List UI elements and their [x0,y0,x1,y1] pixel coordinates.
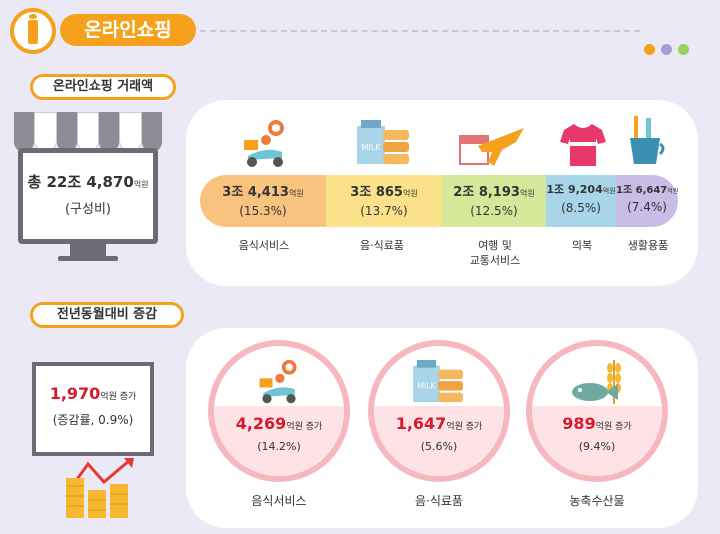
section1-title: 온라인쇼핑 거래액 [30,74,176,100]
circle-food-service: 4,269억원 증가 (14.2%) [208,340,350,482]
monitor-stand [70,244,106,258]
label2-food-service: 음식서비스 [251,494,307,508]
shop-monitor: 총 22조 4,870억원 (구성비) [18,148,158,244]
header-divider [200,30,640,32]
dot-green [678,44,689,55]
circle-agri-fishery: 989억원 증가 (9.4%) [526,340,668,482]
section2-title: 전년동월대비 증감 [30,302,184,328]
segment-travel: 2조 8,193억원 (12.5%) [442,175,546,227]
airplane-calendar-icon [459,128,524,166]
milk-carton-icon: MILK [357,120,409,164]
svg-text:MILK: MILK [362,143,382,152]
label-food-service: 음식서비스 [238,239,290,252]
segment-food-service: 3조 4,413억원 (15.3%) [200,175,326,227]
monitor-stand-base [58,256,118,261]
coins-growth-icon [66,458,134,518]
toothbrush-cup-icon [630,116,665,164]
dot-orange [644,44,655,55]
circle-food-beverage: MILK 1,647억원 증가 (5.6%) [368,340,510,482]
label-travel: 여행 및 교통서비스 [469,239,521,267]
segment-clothing: 1조 9,204억원 (8.5%) [546,175,616,227]
dot-purple [661,44,672,55]
shop-awning [14,112,162,152]
total-sub: (구성비) [64,202,112,217]
shirt-icon [560,124,606,166]
label2-food-beverage: 음·식료품 [415,494,463,508]
segment-household: 1조 6,647억원 (7.4%) [616,175,678,227]
label-household: 생활용품 [627,239,669,252]
fish-wheat-icon [572,360,621,404]
label-clothing: 의복 [571,239,593,252]
milk-carton-icon: MILK [413,360,463,403]
total-amount: 총 22조 4,870억원 [27,173,149,191]
change-monitor: 1,970억원 증가 (증감률, 0.9%) [32,362,154,456]
page-title: 온라인쇼핑 [60,14,196,46]
segment-food-beverage: 3조 865억원 (13.7%) [326,175,442,227]
svg-text:MILK: MILK [417,382,436,391]
label-food-beverage: 음·식료품 [360,239,404,252]
label2-agri-fishery: 농축수산물 [569,494,625,508]
delivery-scooter-icon [259,359,297,404]
delivery-scooter-icon [244,120,284,167]
header-logo-icon [10,8,56,54]
